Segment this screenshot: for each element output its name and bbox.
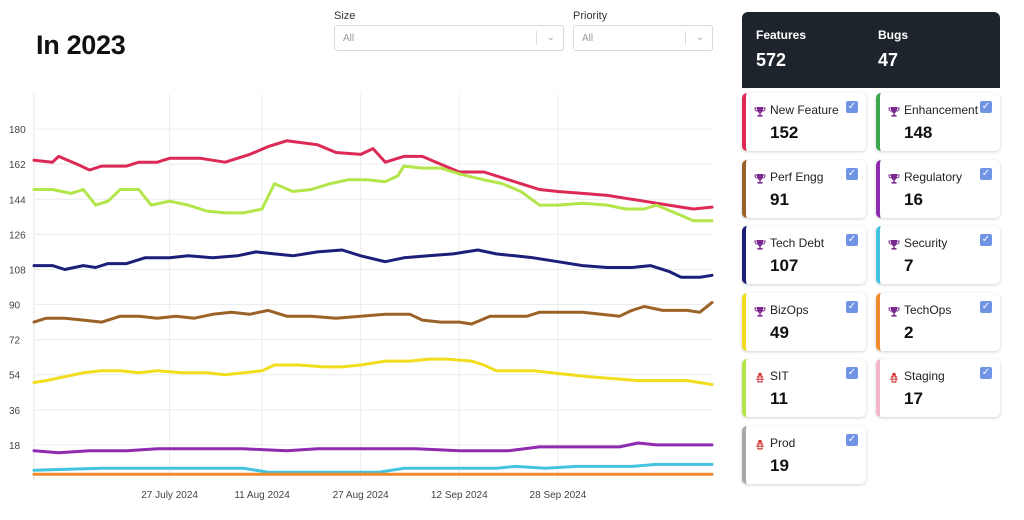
card-value: 91 bbox=[770, 189, 789, 209]
card-label: New Feature bbox=[770, 103, 839, 117]
card-value: 17 bbox=[904, 389, 923, 408]
x-tick-label: 12 Sep 2024 bbox=[431, 490, 488, 501]
category-card-staging[interactable]: Staging 17 ✓ bbox=[876, 359, 1000, 417]
trophy-icon bbox=[888, 172, 900, 184]
category-card-new-feature[interactable]: New Feature 152 ✓ bbox=[742, 93, 866, 151]
bugs-label: Bugs bbox=[878, 28, 908, 42]
size-filter-label: Size bbox=[334, 10, 356, 22]
chevron-down-icon[interactable]: ⌄ bbox=[546, 32, 555, 43]
bugs-summary: Bugs 47 bbox=[878, 28, 908, 71]
select-separator bbox=[685, 31, 686, 45]
priority-select-value: All bbox=[582, 32, 594, 44]
card-label: Enhancement bbox=[904, 103, 979, 117]
checkbox-checked-icon[interactable]: ✓ bbox=[980, 234, 992, 246]
series-line-0 bbox=[32, 139, 714, 211]
checkbox-checked-icon[interactable]: ✓ bbox=[846, 101, 858, 113]
card-label: Staging bbox=[904, 369, 945, 383]
x-tick-label: 28 Sep 2024 bbox=[530, 490, 587, 501]
size-select-value: All bbox=[343, 32, 355, 44]
checkbox-checked-icon[interactable]: ✓ bbox=[846, 433, 858, 446]
priority-select[interactable]: All ⌄ bbox=[573, 25, 713, 51]
series-line-4 bbox=[32, 357, 714, 386]
size-filter: Size All ⌄ bbox=[334, 10, 564, 51]
card-value: 7 bbox=[904, 256, 914, 275]
y-tick-label: 108 bbox=[9, 265, 26, 276]
card-value: 107 bbox=[770, 256, 799, 275]
checkbox-checked-icon[interactable]: ✓ bbox=[980, 367, 992, 379]
features-label: Features bbox=[756, 28, 807, 42]
checkbox-checked-icon[interactable]: ✓ bbox=[980, 101, 992, 113]
card-value: 16 bbox=[904, 189, 923, 209]
category-card-sit[interactable]: SIT 11 ✓ bbox=[742, 359, 866, 417]
series-line-2 bbox=[32, 248, 714, 279]
x-tick-label: 27 July 2024 bbox=[141, 490, 198, 501]
card-value: 2 bbox=[904, 322, 914, 342]
card-label: BizOps bbox=[770, 302, 809, 317]
y-tick-label: 72 bbox=[9, 336, 21, 347]
bug-icon bbox=[754, 371, 766, 383]
checkbox-checked-icon[interactable]: ✓ bbox=[980, 300, 992, 313]
summary-panel: Features 572 Bugs 47 bbox=[742, 12, 1000, 88]
select-separator bbox=[536, 31, 537, 45]
category-card-regulatory[interactable]: Regulatory 16 ✓ bbox=[876, 159, 1000, 218]
line-chart: 18 36 54 72 90 108 126 144 162 180 27 July 2024 11 … bbox=[9, 94, 714, 501]
checkbox-checked-icon[interactable]: ✓ bbox=[846, 300, 858, 313]
card-label: SIT bbox=[770, 369, 789, 383]
trophy-icon bbox=[888, 305, 900, 317]
x-tick-label: 11 Aug 2024 bbox=[234, 490, 290, 501]
card-label: Perf Engg bbox=[770, 169, 824, 184]
trophy-icon bbox=[888, 105, 900, 117]
checkbox-checked-icon[interactable]: ✓ bbox=[846, 367, 858, 379]
category-card-bizops[interactable]: BizOps 49 ✓ bbox=[742, 292, 866, 351]
y-tick-label: 18 bbox=[9, 441, 21, 452]
category-card-tech-debt[interactable]: Tech Debt 107 ✓ bbox=[742, 226, 866, 284]
x-tick-label: 27 Aug 2024 bbox=[333, 490, 390, 501]
features-count: 572 bbox=[756, 50, 787, 70]
checkbox-checked-icon[interactable]: ✓ bbox=[846, 234, 858, 246]
trophy-icon bbox=[754, 305, 766, 317]
bug-icon bbox=[888, 371, 900, 383]
y-tick-label: 162 bbox=[9, 160, 26, 171]
priority-filter: Priority All ⌄ bbox=[573, 10, 713, 51]
y-tick-label: 180 bbox=[9, 125, 26, 136]
y-tick-label: 90 bbox=[9, 301, 21, 312]
trophy-icon bbox=[754, 105, 766, 117]
checkbox-checked-icon[interactable]: ✓ bbox=[980, 167, 992, 180]
priority-filter-label: Priority bbox=[573, 10, 608, 22]
series-line-3 bbox=[32, 301, 714, 326]
trophy-icon bbox=[754, 238, 766, 250]
trophy-icon bbox=[888, 238, 900, 250]
category-card-techops[interactable]: TechOps 2 ✓ bbox=[876, 292, 1000, 351]
y-tick-label: 36 bbox=[9, 406, 21, 417]
card-value: 19 bbox=[770, 455, 789, 475]
category-card-perf-engg[interactable]: Perf Engg 91 ✓ bbox=[742, 159, 866, 218]
card-label: Prod bbox=[770, 435, 796, 450]
size-select[interactable]: All ⌄ bbox=[334, 25, 564, 51]
series-line-5 bbox=[32, 441, 714, 455]
trophy-icon bbox=[754, 172, 766, 184]
card-value: 148 bbox=[904, 123, 933, 142]
checkbox-checked-icon[interactable]: ✓ bbox=[846, 167, 858, 180]
page-title: In 2023 bbox=[36, 30, 126, 60]
bug-icon bbox=[754, 438, 766, 450]
chevron-down-icon[interactable]: ⌄ bbox=[695, 32, 704, 43]
category-card-security[interactable]: Security 7 ✓ bbox=[876, 226, 1000, 284]
card-value: 11 bbox=[770, 389, 788, 408]
card-label: Tech Debt bbox=[770, 236, 825, 250]
card-label: Regulatory bbox=[904, 169, 963, 184]
series-line-1 bbox=[32, 164, 714, 223]
y-tick-label: 126 bbox=[9, 230, 26, 241]
y-tick-label: 144 bbox=[9, 195, 26, 206]
bugs-count: 47 bbox=[878, 50, 899, 70]
series-line-6 bbox=[32, 462, 714, 474]
y-tick-label: 54 bbox=[9, 371, 21, 382]
card-label: TechOps bbox=[904, 302, 952, 317]
category-card-enhancement[interactable]: Enhancement 148 ✓ bbox=[876, 93, 1000, 151]
card-value: 49 bbox=[770, 322, 789, 342]
category-card-prod[interactable]: Prod 19 ✓ bbox=[742, 425, 866, 484]
card-label: Security bbox=[904, 236, 948, 250]
features-summary: Features 572 bbox=[756, 28, 806, 71]
card-value: 152 bbox=[770, 123, 799, 142]
